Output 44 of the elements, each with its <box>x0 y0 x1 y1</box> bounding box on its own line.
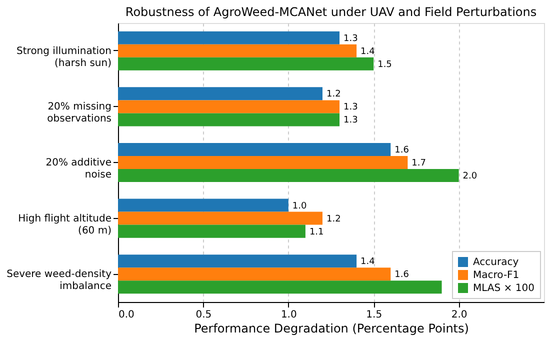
data-label: 1.3 <box>344 34 358 44</box>
legend-label: MLAS × 100 <box>473 283 534 294</box>
data-label: 1.0 <box>292 201 307 212</box>
x-axis-title: Performance Degradation (Percentage Points) <box>194 322 469 336</box>
x-tick-label: 1.0 <box>280 310 297 320</box>
bar <box>118 31 340 44</box>
data-label: 2.0 <box>462 172 478 182</box>
bar <box>118 224 306 238</box>
bar <box>118 44 357 58</box>
data-label: 1.4 <box>360 46 376 57</box>
data-label: 1.4 <box>360 257 376 268</box>
y-tick-label: Severe weed-density imbalance <box>6 269 112 292</box>
y-tick-label: 20% additive noise <box>46 158 112 180</box>
x-tick-label: 2.0 <box>451 310 468 320</box>
data-label: 1.5 <box>378 60 392 70</box>
data-label: 1.2 <box>326 90 341 100</box>
data-label: 1.7 <box>412 158 426 168</box>
bar <box>118 212 322 225</box>
y-tick-label: 20% missing observations <box>47 102 112 125</box>
x-tick-label: 0.0 <box>118 310 134 320</box>
bar <box>118 169 459 182</box>
x-tick-label: 0.5 <box>196 310 212 320</box>
x-tick-label: 1.5 <box>366 310 382 320</box>
data-label: 1.3 <box>344 102 358 113</box>
bar <box>118 113 340 126</box>
data-label: 1.1 <box>309 227 324 238</box>
data-label: 1.3 <box>344 116 358 126</box>
bar <box>118 268 391 281</box>
bar <box>118 142 391 156</box>
bar <box>118 280 442 294</box>
bar <box>118 87 322 100</box>
legend-label: Accuracy <box>473 257 519 268</box>
y-tick-label: Strong illumination (harsh sun) <box>16 46 112 69</box>
data-label: 1.6 <box>394 145 410 156</box>
bar <box>118 156 408 170</box>
bar <box>118 57 374 70</box>
bar <box>118 198 288 212</box>
data-label: 1.2 <box>326 214 341 224</box>
bar <box>118 254 357 268</box>
y-tick-label: High flight altitude (60 m) <box>18 213 112 236</box>
legend-label: Macro-F1 <box>473 270 520 281</box>
chart-title: Robustness of AgroWeed-MCANet under UAV and Field Perturbations <box>125 5 537 19</box>
data-label: 1.6 <box>394 270 410 280</box>
bar <box>118 100 340 114</box>
